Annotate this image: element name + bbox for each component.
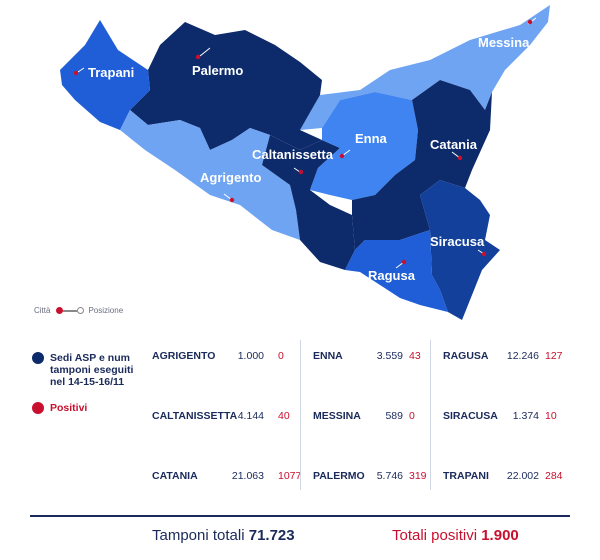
label-caltanissetta: Caltanissetta [252,147,334,162]
legend-position-text: Posizione [88,306,124,315]
table-column: ENNA 3.559 43 MESSINA 589 0 PALERMO 5.746 319 [300,340,431,490]
city-dot-icon [56,307,64,314]
label-siracusa: Siracusa [430,234,485,249]
tamponi-count: 5.746 [376,470,403,482]
province-ragusa[interactable] [345,230,448,312]
divider [30,515,570,517]
tamponi-count: 1.000 [237,350,264,362]
positive-count: 284 [545,470,563,482]
tamponi-count: 3.559 [376,350,403,362]
table-row: SIRACUSA 1.374 10 [443,410,567,426]
province-enna[interactable] [310,92,418,200]
tamponi-count: 589 [385,410,403,422]
total-positivi-value: 1.900 [481,527,519,544]
table-row: ENNA 3.559 43 [313,350,427,366]
legend-city-text: Città [34,306,51,315]
province-name: PALERMO [313,470,365,482]
table-row: MESSINA 589 0 [313,410,427,426]
total-tamponi-label: Tamponi totali [152,527,245,544]
province-messina[interactable] [300,5,550,130]
positive-count: 0 [409,410,415,422]
province-name: CALTANISSETTA [152,410,238,422]
key-asp-text: Sedi ASP e num tamponi eseguiti nel 14-1… [50,352,134,388]
positive-count: 40 [278,410,290,422]
label-trapani: Trapani [88,65,134,80]
province-name: ENNA [313,350,343,362]
marker-legend: Città Posizione [34,306,123,315]
province-trapani[interactable] [60,20,150,130]
key-positives-text: Positivi [50,402,88,414]
province-palermo[interactable] [130,22,322,150]
province-catania[interactable] [352,80,492,250]
asp-bullet-icon [32,352,44,364]
tamponi-count: 12.246 [506,350,539,362]
province-name: MESSINA [313,410,361,422]
province-caltanissetta[interactable] [262,135,355,270]
positive-count: 10 [545,410,557,422]
positive-bullet-icon [32,402,44,414]
positive-count: 319 [409,470,427,482]
label-ragusa: Ragusa [368,268,416,283]
label-enna: Enna [355,131,388,146]
province-name: SIRACUSA [443,410,498,422]
province-name: TRAPANI [443,470,489,482]
positive-count: 43 [409,350,421,362]
tamponi-count: 4.144 [237,410,264,422]
total-positivi-label: Totali positivi [392,527,478,544]
tamponi-count: 21.063 [231,470,264,482]
table-column: AGRIGENTO 1.000 0 CALTANISSETTA 4.144 40 CAT… [140,340,301,490]
province-table: AGRIGENTO 1.000 0 CALTANISSETTA 4.144 40 CAT… [140,340,570,490]
positive-count: 1077 [278,470,302,482]
connector-line-icon [63,309,78,312]
tamponi-count: 1.374 [512,410,539,422]
table-row: CATANIA 21.063 1077 [152,470,301,486]
province-name: CATANIA [152,470,198,482]
table-row: TRAPANI 22.002 284 [443,470,567,486]
province-name: RAGUSA [443,350,489,362]
label-palermo: Palermo [192,63,243,78]
table-row: PALERMO 5.746 319 [313,470,427,486]
province-name: AGRIGENTO [152,350,216,362]
table-column: RAGUSA 12.246 127 SIRACUSA 1.374 10 TRAPANI 2… [430,340,571,490]
total-tamponi: Tamponi totali 71.723 [152,527,295,544]
table-row: RAGUSA 12.246 127 [443,350,567,366]
sicily-map: Trapani Palermo Messina Enna Caltanisset… [60,5,550,320]
table-row: AGRIGENTO 1.000 0 [152,350,296,366]
total-tamponi-value: 71.723 [248,527,295,544]
province-agrigento[interactable] [120,110,300,240]
key-asp: Sedi ASP e num tamponi eseguiti nel 14-1… [32,352,142,388]
tamponi-count: 22.002 [506,470,539,482]
province-siracusa[interactable] [420,180,500,320]
positive-count: 127 [545,350,563,362]
key-positives: Positivi [32,402,87,414]
label-agrigento: Agrigento [200,170,261,185]
total-positivi: Totali positivi 1.900 [392,527,519,544]
positive-count: 0 [278,350,284,362]
position-ring-icon [77,307,85,314]
label-catania: Catania [430,137,478,152]
label-messina: Messina [478,35,530,50]
table-row: CALTANISSETTA 4.144 40 [152,410,296,426]
